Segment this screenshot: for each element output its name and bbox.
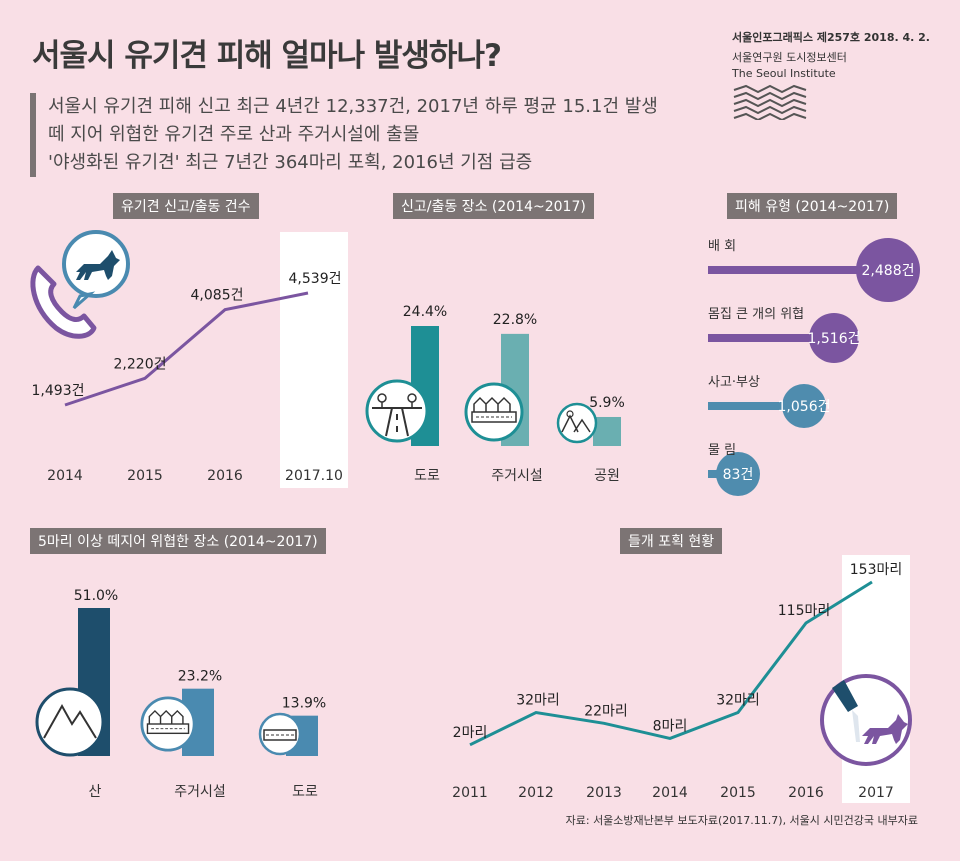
houses-icon <box>140 696 196 752</box>
damage-data-label: 1,056건 <box>778 399 831 415</box>
capture-data-label: 32마리 <box>716 693 760 709</box>
phone-dog-icon <box>30 230 130 339</box>
capture-data-label: 2마리 <box>453 725 488 741</box>
issue-label: 서울인포그래픽스 제257호 2018. 4. 2. <box>732 31 930 44</box>
locations-data-label: 24.4% <box>403 304 447 320</box>
highlight-column-2017 <box>280 232 348 488</box>
pack-data-label: 23.2% <box>178 669 222 685</box>
capture-data-label: 8마리 <box>653 718 688 734</box>
pack-tick-label: 도로 <box>292 784 318 800</box>
locations-tick-label: 공원 <box>594 468 620 484</box>
locations-tick-label: 주거시설 <box>491 468 543 484</box>
capture-data-label: 32마리 <box>516 693 560 709</box>
org-ko-label: 서울연구원 도시정보센터 <box>732 51 847 64</box>
org-en-label: The Seoul Institute <box>732 67 836 80</box>
capture-data-label: 22마리 <box>584 703 628 719</box>
pack-data-label: 13.9% <box>282 696 326 712</box>
reports-tick-label: 2015 <box>127 468 163 484</box>
road-icon <box>365 379 429 443</box>
damage-category-label: 배 회 <box>708 239 736 254</box>
summary-line-2: 떼 지어 위협한 유기견 주로 산과 주거시설에 출몰 <box>48 124 420 145</box>
houses-icon <box>464 382 524 442</box>
pack-tick-label: 산 <box>89 784 102 800</box>
summary-line-1: 서울시 유기견 피해 신고 최근 4년간 12,337건, 2017년 하루 평… <box>48 96 658 117</box>
capture-series-line <box>469 580 873 747</box>
capture-data-label: 153마리 <box>850 562 902 578</box>
reports-data-label: 1,493건 <box>32 383 85 399</box>
damage-bar <box>708 402 804 410</box>
damage-data-label: 2,488건 <box>862 263 915 279</box>
damage-bar <box>708 334 834 342</box>
reports-tick-label: 2016 <box>207 468 243 484</box>
locations-data-label: 5.9% <box>589 395 625 411</box>
damage-category-label: 사고·부상 <box>708 375 760 390</box>
seoul-institute-logo-icon <box>733 84 807 122</box>
page-title: 서울시 유기견 피해 얼마나 발생하나? <box>32 38 502 74</box>
capture-tick-label: 2011 <box>452 785 488 801</box>
capture-tick-label: 2012 <box>518 785 554 801</box>
reports-data-label: 4,085건 <box>191 288 244 304</box>
summary-block: 서울시 유기견 피해 신고 최근 4년간 12,337건, 2017년 하루 평… <box>30 93 658 177</box>
summary-line-3: '야생화된 유기견' 최근 7년간 364마리 포획, 2016년 기점 급증 <box>48 152 533 173</box>
reports-series-line <box>64 291 309 407</box>
damage-bubble <box>809 313 859 363</box>
damage-category-label: 몸집 큰 개의 위협 <box>708 307 804 322</box>
locations-bar <box>593 416 621 446</box>
damage-bar-chart: 2,488건 배 회 1,516건 몸집 큰 개의 위협 1,056건 사고·부상 83건 물… <box>708 238 920 496</box>
locations-bar-chart: 24.4% 도로 22.8% 주거시설 5.9% 공원 <box>403 304 625 484</box>
section-title-reports: 유기견 신고/출동 건수 <box>113 193 259 219</box>
damage-bubble <box>716 452 760 496</box>
locations-data-label: 22.8% <box>493 312 537 328</box>
road-icon <box>258 712 302 756</box>
dog-capture-icon <box>820 674 912 766</box>
reports-line-chart: 1,493건 2014 2,220건 2015 4,085건 2016 4,539건 2017… <box>32 271 343 484</box>
locations-tick-label: 도로 <box>414 468 440 484</box>
reports-data-label: 2,220건 <box>114 356 167 372</box>
credit-block: 서울인포그래픽스 제257호 2018. 4. 2. 서울연구원 도시정보센터 … <box>732 30 930 123</box>
capture-tick-label: 2014 <box>652 785 688 801</box>
capture-data-label: 115마리 <box>778 603 830 619</box>
pack-data-label: 51.0% <box>74 588 118 604</box>
damage-category-label: 물 림 <box>708 443 736 458</box>
mountain-icon <box>35 687 105 757</box>
section-title-capture: 들개 포획 현황 <box>620 528 723 554</box>
reports-tick-label: 2014 <box>47 468 83 484</box>
reports-data-label: 4,539건 <box>289 271 342 287</box>
capture-tick-label: 2013 <box>586 785 622 801</box>
capture-line-chart: 2마리 2011 32마리 2012 22마리 2013 8마리 2014 32마리 2015 11… <box>452 562 902 801</box>
capture-tick-label: 2015 <box>720 785 756 801</box>
section-title-pack: 5마리 이상 떼지어 위협한 장소 (2014~2017) <box>30 528 326 554</box>
section-title-locations: 신고/출동 장소 (2014~2017) <box>393 193 594 219</box>
source-note: 자료: 서울소방재난본부 보도자료(2017.11.7), 서울시 시민건강국 … <box>565 814 918 827</box>
damage-bubble <box>782 384 826 428</box>
park-icon <box>556 402 598 444</box>
capture-tick-label: 2017 <box>858 785 894 801</box>
damage-data-label: 83건 <box>723 467 754 483</box>
section-title-damage: 피해 유형 (2014~2017) <box>727 193 898 219</box>
damage-bubble <box>856 238 920 302</box>
damage-bar <box>708 266 888 274</box>
reports-tick-label: 2017.10 <box>285 468 343 484</box>
capture-tick-label: 2016 <box>788 785 824 801</box>
damage-data-label: 1,516건 <box>808 331 861 347</box>
pack-tick-label: 주거시설 <box>174 784 226 800</box>
